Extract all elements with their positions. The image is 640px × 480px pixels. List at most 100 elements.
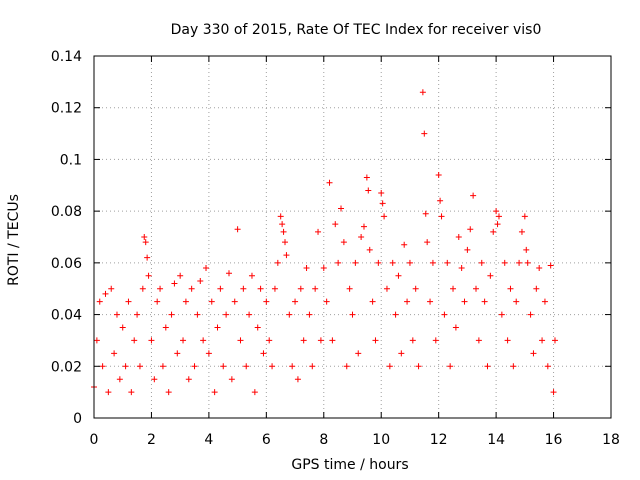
x-tick-label: 6 — [262, 432, 271, 448]
data-point — [217, 285, 224, 292]
data-point — [303, 265, 310, 272]
data-point — [128, 389, 135, 396]
data-point — [541, 298, 548, 305]
data-point — [225, 270, 232, 277]
data-point — [395, 272, 402, 279]
data-point — [320, 265, 327, 272]
data-point — [134, 311, 141, 318]
data-point — [228, 376, 235, 383]
data-point — [111, 350, 118, 357]
data-point — [358, 234, 365, 240]
data-point — [145, 272, 152, 279]
data-point — [96, 298, 103, 305]
data-point — [151, 376, 158, 383]
data-point — [197, 277, 204, 284]
data-point — [211, 389, 218, 396]
data-point — [309, 363, 316, 370]
data-point — [470, 192, 477, 199]
data-point — [419, 89, 426, 96]
data-point — [139, 285, 146, 292]
data-point — [116, 376, 123, 383]
data-point — [317, 337, 324, 344]
data-point — [279, 221, 286, 228]
x-tick-label: 16 — [545, 432, 563, 448]
data-point — [254, 324, 261, 331]
data-point — [516, 259, 523, 266]
data-point — [539, 337, 546, 344]
data-point — [205, 350, 212, 357]
data-point — [185, 376, 192, 383]
data-point — [518, 228, 525, 235]
data-point — [203, 265, 210, 272]
y-axis-label: ROTI / TECUs — [6, 194, 22, 286]
data-point — [329, 337, 336, 344]
data-point — [547, 262, 554, 269]
data-point — [352, 259, 359, 266]
data-point — [421, 130, 428, 137]
data-point — [501, 259, 508, 266]
data-point — [401, 241, 408, 248]
data-point — [282, 239, 289, 246]
data-point — [386, 363, 393, 370]
data-point — [274, 259, 281, 266]
data-point — [481, 298, 488, 305]
data-point — [422, 210, 429, 217]
data-point — [234, 226, 241, 233]
data-point — [99, 363, 106, 370]
data-point — [409, 337, 416, 344]
data-point — [365, 187, 372, 194]
data-point — [214, 324, 221, 331]
data-point — [119, 324, 126, 331]
data-point — [360, 223, 367, 230]
x-tick-label: 10 — [372, 432, 390, 448]
data-point — [323, 298, 330, 305]
data-point — [530, 350, 537, 357]
data-point — [478, 259, 485, 266]
data-point — [144, 254, 151, 261]
data-point — [159, 363, 166, 370]
data-point — [277, 213, 284, 220]
data-point — [475, 337, 482, 344]
data-point — [306, 311, 313, 318]
data-point — [223, 311, 230, 318]
data-point — [355, 350, 362, 357]
data-point — [113, 311, 120, 318]
data-point — [369, 298, 376, 305]
data-point — [455, 234, 462, 240]
data-point — [165, 389, 172, 396]
data-point — [220, 363, 227, 370]
data-point — [415, 363, 422, 370]
data-point — [379, 200, 386, 207]
data-point — [447, 363, 454, 370]
data-point — [381, 213, 388, 220]
data-point — [315, 228, 322, 235]
data-point — [283, 252, 290, 259]
data-point — [495, 213, 502, 220]
data-point — [240, 285, 247, 292]
data-point — [286, 311, 293, 318]
data-point — [346, 285, 353, 292]
data-point — [527, 311, 534, 318]
data-point — [340, 239, 347, 246]
data-point — [524, 259, 531, 266]
data-point — [280, 228, 287, 235]
data-point — [467, 226, 474, 233]
data-point — [332, 221, 339, 228]
data-point — [544, 363, 551, 370]
x-tick-label: 2 — [147, 432, 156, 448]
data-point — [168, 311, 175, 318]
data-point — [191, 363, 198, 370]
data-point — [424, 239, 431, 246]
data-point — [452, 324, 459, 331]
data-point — [441, 311, 448, 318]
data-point — [507, 285, 514, 292]
y-tick-label: 0.06 — [51, 256, 82, 272]
data-point — [536, 265, 543, 272]
data-point — [406, 259, 413, 266]
data-point — [427, 298, 434, 305]
y-tick-label: 0.02 — [51, 359, 82, 375]
data-point — [493, 208, 500, 215]
data-point — [335, 259, 342, 266]
data-point — [513, 298, 520, 305]
data-point — [208, 298, 215, 305]
